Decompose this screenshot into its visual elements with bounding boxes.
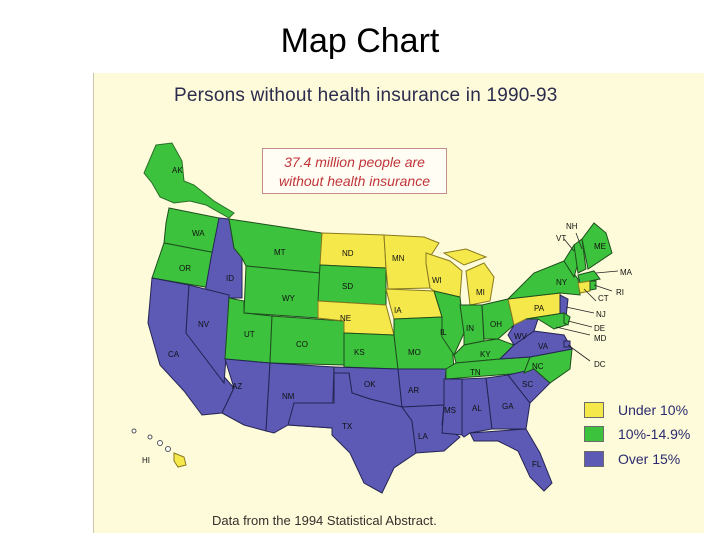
- label-id: ID: [226, 274, 234, 283]
- label-ky: KY: [480, 350, 491, 359]
- state-hi-2: [147, 434, 153, 440]
- callout-box: 37.4 million people are without health i…: [262, 148, 447, 194]
- state-hi: [173, 452, 187, 468]
- label-or: OR: [179, 264, 191, 273]
- state-hi-1: [131, 428, 137, 434]
- state-ms: [441, 378, 463, 436]
- label-nd: ND: [342, 249, 354, 258]
- state-ks: [343, 332, 399, 370]
- label-tx: TX: [342, 422, 353, 431]
- label-nc: NC: [532, 362, 544, 371]
- legend-label: Under 10%: [618, 402, 689, 418]
- label-dc: DC: [594, 360, 606, 369]
- label-nm: NM: [282, 392, 295, 401]
- label-nv: NV: [198, 320, 210, 329]
- state-ct: [577, 280, 591, 294]
- state-hi-4: [165, 446, 171, 452]
- map-heading: Persons without health insurance in 1990…: [174, 85, 558, 106]
- label-oh: OH: [490, 320, 502, 329]
- label-nj: NJ: [596, 310, 606, 319]
- label-in: IN: [466, 324, 474, 333]
- state-nv: [185, 284, 230, 385]
- label-al: AL: [472, 404, 482, 413]
- state-de: [563, 312, 571, 326]
- callout-line-2: without health insurance: [279, 173, 430, 189]
- leader-lines: [555, 232, 619, 362]
- callout-line-1: 37.4 million people are: [284, 154, 425, 170]
- label-co: CO: [296, 340, 308, 349]
- label-vt: VT: [556, 234, 566, 243]
- label-de: DE: [594, 324, 605, 333]
- legend-label: Over 15%: [618, 451, 681, 467]
- source-note: Data from the 1994 Statistical Abstract.: [212, 513, 437, 528]
- state-dc: [563, 340, 571, 348]
- label-wv: WV: [514, 332, 528, 341]
- label-ms: MS: [444, 406, 456, 415]
- state-me: [581, 222, 613, 270]
- legend-swatch-yellow: [584, 402, 604, 418]
- label-ca: CA: [168, 350, 180, 359]
- legend-swatch-green: [584, 426, 604, 442]
- state-ri: [589, 280, 597, 291]
- label-ks: KS: [354, 348, 365, 357]
- state-ga: [485, 374, 531, 430]
- legend-item-under-10: Under 10%: [584, 401, 688, 419]
- state-mi-up: [442, 248, 488, 266]
- label-ar: AR: [408, 386, 419, 395]
- label-nh: NH: [566, 222, 578, 231]
- label-wy: WY: [282, 294, 296, 303]
- label-la: LA: [418, 432, 428, 441]
- state-mt: [228, 218, 323, 274]
- label-mo: MO: [408, 348, 421, 357]
- label-fl: FL: [532, 460, 542, 469]
- label-ut: UT: [244, 330, 255, 339]
- state-ny: [506, 260, 581, 300]
- slide-title: Map Chart: [280, 22, 440, 60]
- label-mt: MT: [274, 248, 286, 257]
- label-ri: RI: [616, 288, 624, 297]
- label-mn: MN: [392, 254, 405, 263]
- state-oh: [481, 298, 515, 340]
- label-sd: SD: [342, 282, 353, 291]
- label-sc: SC: [522, 380, 533, 389]
- label-va: VA: [538, 342, 549, 351]
- label-tn: TN: [470, 368, 481, 377]
- label-wi: WI: [432, 276, 442, 285]
- label-ia: IA: [394, 306, 402, 315]
- state-ar: [397, 368, 447, 408]
- map-card: Persons without health insurance in 1990…: [93, 73, 704, 533]
- label-az: AZ: [232, 382, 242, 391]
- legend-swatch-blue: [584, 451, 604, 467]
- state-md: [525, 312, 567, 330]
- label-md: MD: [594, 334, 607, 343]
- legend-item-over-15: Over 15%: [584, 450, 680, 468]
- label-ga: GA: [502, 402, 514, 411]
- legend-item-10-to-14: 10%-14.9%: [584, 425, 690, 443]
- label-me: ME: [594, 242, 606, 251]
- label-ny: NY: [556, 278, 568, 287]
- legend-label: 10%-14.9%: [618, 426, 691, 442]
- state-ma: [577, 270, 601, 284]
- label-ct: CT: [598, 294, 609, 303]
- state-ak: [143, 142, 235, 219]
- label-ma: MA: [620, 268, 633, 277]
- label-pa: PA: [534, 304, 545, 313]
- label-ok: OK: [364, 380, 376, 389]
- us-map: AK WA OR CA ID NV MT WY UT CO AZ NM ND S…: [131, 142, 633, 494]
- label-wa: WA: [192, 229, 205, 238]
- label-mi: MI: [476, 288, 485, 297]
- label-ak: AK: [172, 166, 183, 175]
- label-ne: NE: [340, 314, 351, 323]
- state-wy: [243, 265, 321, 319]
- state-tx: [287, 372, 417, 494]
- state-hi-3: [157, 440, 163, 446]
- state-mi: [465, 262, 495, 306]
- state-fl: [469, 428, 553, 492]
- label-hi: HI: [142, 456, 150, 465]
- label-il: IL: [440, 328, 447, 337]
